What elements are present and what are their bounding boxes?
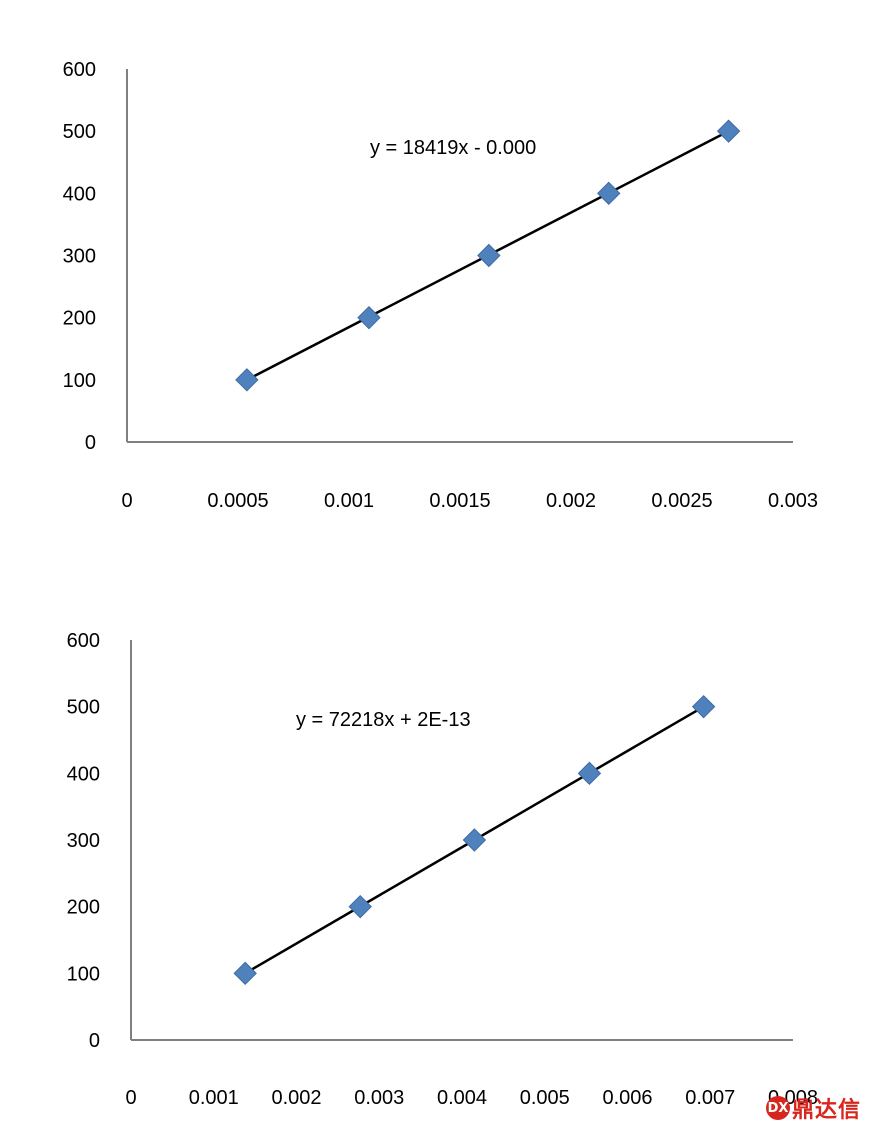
data-point [233,961,257,986]
watermark-text: 鼎达信 [791,1098,861,1123]
chart-2: 0 100 200 300 400 500 600 0 0.001 0.002 0.003 0.004… [67,630,818,1109]
x-tick-label: 0.007 [685,1087,735,1109]
y-tick-label: 600 [67,630,100,652]
watermark-logo-icon: DX [765,1096,790,1120]
y-tick-label: 0 [85,432,96,454]
data-point [691,694,716,719]
x-tick-label: 0.0005 [207,490,268,512]
chart-1: 0 100 200 300 400 500 600 0 0.0005 0.001 0.0015 0.0… [63,59,818,512]
x-tick-label: 0 [125,1087,136,1109]
trendline-equation: y = 72218x + 2E-13 [296,709,471,731]
x-tick-label: 0.002 [546,490,596,512]
data-point [577,761,602,786]
y-tick-label: 100 [63,370,96,392]
x-tick-label: 0.001 [189,1087,239,1109]
y-tick-label: 200 [67,897,100,919]
data-point [348,894,372,919]
x-tick-label: 0.003 [768,490,818,512]
y-tick-label: 500 [63,121,96,143]
data-point [235,368,259,392]
y-tick-label: 500 [67,697,100,719]
y-tick-label: 300 [63,246,96,268]
watermark: DX 鼎达信 [765,1092,861,1124]
x-tick-label: 0.004 [437,1087,487,1109]
x-tick-label: 0.006 [602,1087,652,1109]
y-tick-label: 600 [63,59,96,81]
x-tick-label: 0.001 [324,490,374,512]
trendline-equation: y = 18419x - 0.000 [370,137,536,159]
y-tick-label: 400 [67,763,100,785]
y-tick-label: 400 [63,183,96,205]
x-tick-label: 0 [121,490,132,512]
data-point [357,305,381,330]
data-point [716,119,741,143]
x-tick-label: 0.003 [354,1087,404,1109]
data-point [477,243,501,268]
x-tick-label: 0.0025 [651,490,712,512]
y-tick-label: 0 [89,1030,100,1052]
data-point [462,828,487,852]
x-tick-label: 0.005 [520,1087,570,1109]
x-tick-label: 0.0015 [429,490,490,512]
x-tick-label: 0.002 [271,1087,321,1109]
y-tick-label: 200 [63,308,96,330]
y-tick-label: 100 [67,963,100,985]
y-tick-label: 300 [67,830,100,852]
data-point [597,181,621,206]
